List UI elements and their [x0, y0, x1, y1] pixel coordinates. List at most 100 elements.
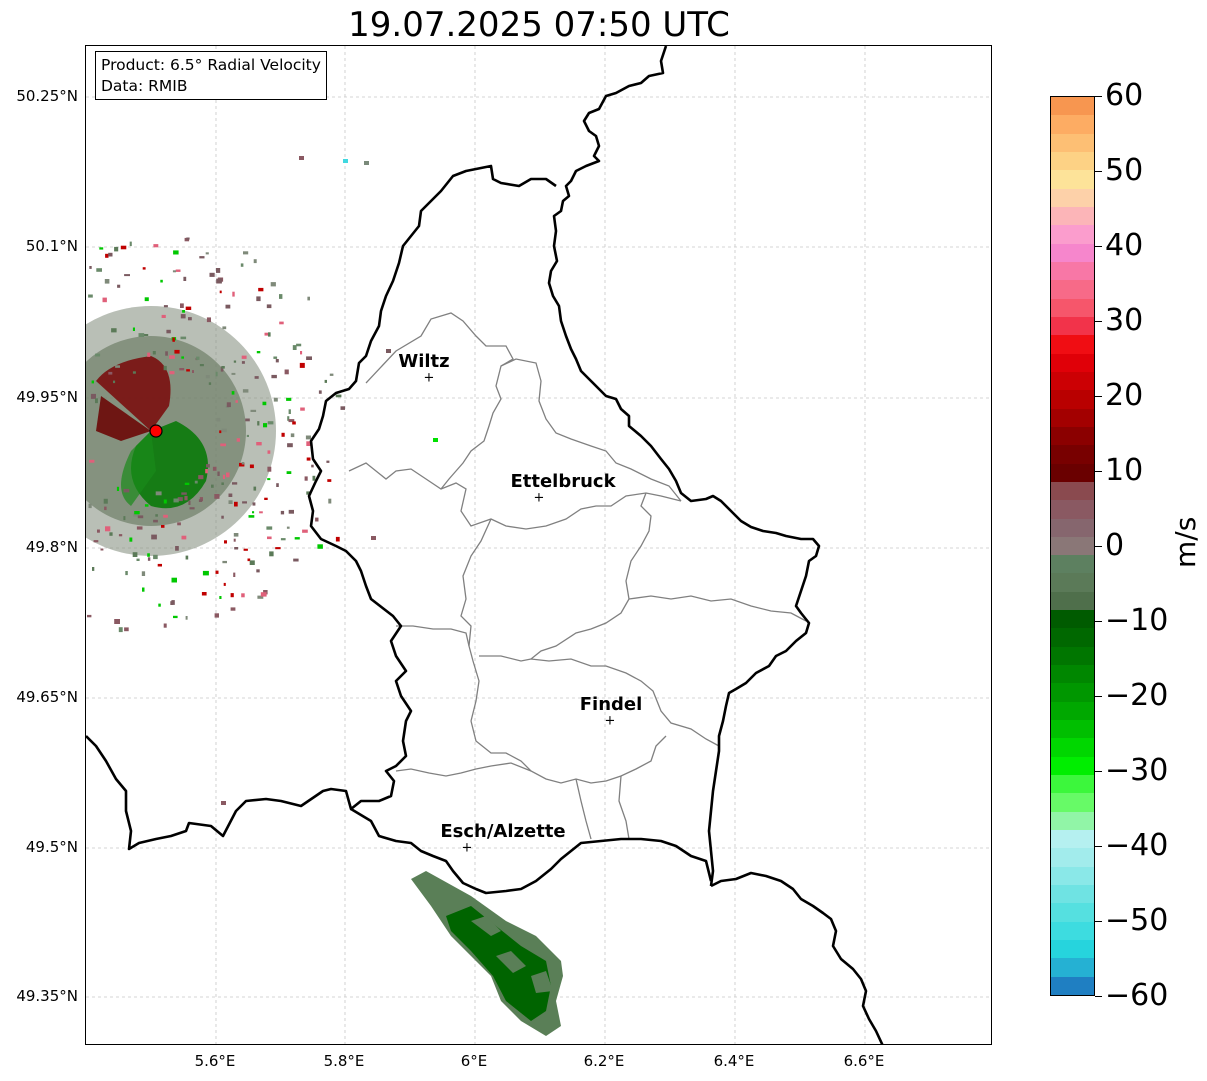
radar-speckle [136, 558, 140, 561]
radar-speckle [100, 548, 104, 551]
colorbar-tick-label: 50 [1105, 153, 1144, 188]
radar-speckle [273, 356, 278, 359]
colorbar-tick-label: 40 [1105, 228, 1144, 263]
colorbar-segment [1051, 316, 1094, 336]
lon-label: 5.6°E [194, 1052, 236, 1070]
radar-speckle [175, 546, 179, 551]
radar-speckle [256, 569, 260, 573]
radar-speckle [256, 351, 261, 354]
colorbar-segment [1051, 903, 1094, 923]
radar-speckle [177, 497, 183, 502]
radar-speckle [109, 532, 113, 536]
radar-speckle [343, 159, 348, 163]
colorbar-segment [1051, 243, 1094, 263]
colorbar-segment [1051, 683, 1094, 703]
radar-speckle [290, 433, 295, 438]
radar-speckle [99, 247, 104, 250]
radar-speckle [280, 510, 285, 515]
radar-speckle [215, 570, 219, 574]
colorbar-segment [1051, 811, 1094, 831]
radar-speckle [324, 379, 327, 383]
radar-speckle [163, 623, 167, 628]
radar-speckle [328, 498, 332, 504]
radar-speckle [264, 332, 269, 336]
radar-speckle [232, 482, 238, 485]
radar-speckle [104, 506, 107, 511]
lat-label: 49.5°N [25, 838, 78, 856]
radar-speckle [118, 627, 123, 633]
radar-speckle [222, 560, 227, 564]
radar-speckle [214, 494, 220, 499]
radar-speckle [160, 279, 163, 283]
colorbar-tick [1095, 696, 1102, 697]
colorbar-segment [1051, 701, 1094, 721]
radar-speckle [271, 374, 277, 379]
radar-speckle [433, 438, 438, 442]
colorbar-segment [1051, 170, 1094, 190]
radar-speckle [371, 536, 376, 540]
map-title: 19.07.2025 07:50 UTC [348, 5, 730, 45]
radar-speckle [225, 304, 231, 309]
colorbar-tick [1095, 471, 1102, 472]
radar-speckle [233, 360, 237, 363]
radar-speckle [288, 509, 294, 514]
colorbar-segment [1051, 555, 1094, 575]
radar-speckle [231, 391, 235, 395]
radar-speckle [116, 486, 120, 491]
radar-speckle [312, 475, 316, 481]
radar-speckle [163, 514, 168, 518]
radar-speckle [173, 498, 179, 503]
radar-speckle [169, 355, 175, 359]
radar-speckle [205, 375, 210, 379]
radar-speckle [123, 488, 130, 493]
radar-speckle [292, 421, 296, 425]
radar-speckle [105, 253, 109, 258]
colorbar [1050, 96, 1095, 996]
radar-speckle [186, 369, 190, 372]
colorbar-segment [1051, 958, 1094, 978]
colorbar-tick-label: −10 [1105, 603, 1169, 638]
colorbar-segment [1051, 115, 1094, 135]
radar-speckle [267, 450, 271, 454]
radar-speckle [257, 421, 260, 426]
radar-speckle [217, 471, 220, 476]
radar-speckle [276, 483, 279, 487]
radar-speckle [254, 376, 259, 379]
radar-speckle [263, 423, 268, 428]
radar-speckle [123, 516, 126, 521]
radar-speckle [188, 500, 191, 505]
radar-speckle [253, 486, 257, 491]
radar-speckle [288, 419, 295, 423]
info-box: Product: 6.5° Radial Velocity Data: RMIB [95, 51, 327, 100]
city-marker-icon: + [533, 490, 545, 506]
radar-speckle [114, 619, 120, 624]
radar-speckle [125, 571, 128, 576]
city-marker-icon: + [423, 370, 435, 386]
radar-speckle [250, 409, 257, 412]
radar-speckle [306, 441, 312, 446]
radar-speckle [219, 430, 222, 434]
radar-speckle [242, 389, 249, 393]
colorbar-segment [1051, 738, 1094, 758]
colorbar-segment [1051, 371, 1094, 391]
radar-speckle [184, 482, 190, 485]
radar-speckle [111, 328, 117, 333]
radar-speckle [216, 268, 221, 273]
colorbar-segment [1051, 591, 1094, 611]
radar-speckle [266, 526, 273, 530]
map-panel[interactable] [85, 45, 992, 1045]
radar-speckle [186, 237, 190, 240]
radar-speckle [134, 511, 140, 515]
colorbar-tick-label: −60 [1105, 978, 1169, 1013]
radar-speckle [205, 469, 208, 474]
radar-speckle [270, 282, 276, 287]
city-marker-icon: + [604, 713, 616, 729]
radar-speckle [209, 272, 215, 277]
colorbar-segment [1051, 885, 1094, 904]
radar-speckle [239, 462, 245, 467]
radar-speckle [95, 353, 101, 357]
radar-speckle [269, 551, 274, 557]
radar-speckle [105, 526, 111, 532]
radar-speckle [219, 290, 222, 294]
radar-speckle [287, 416, 290, 421]
